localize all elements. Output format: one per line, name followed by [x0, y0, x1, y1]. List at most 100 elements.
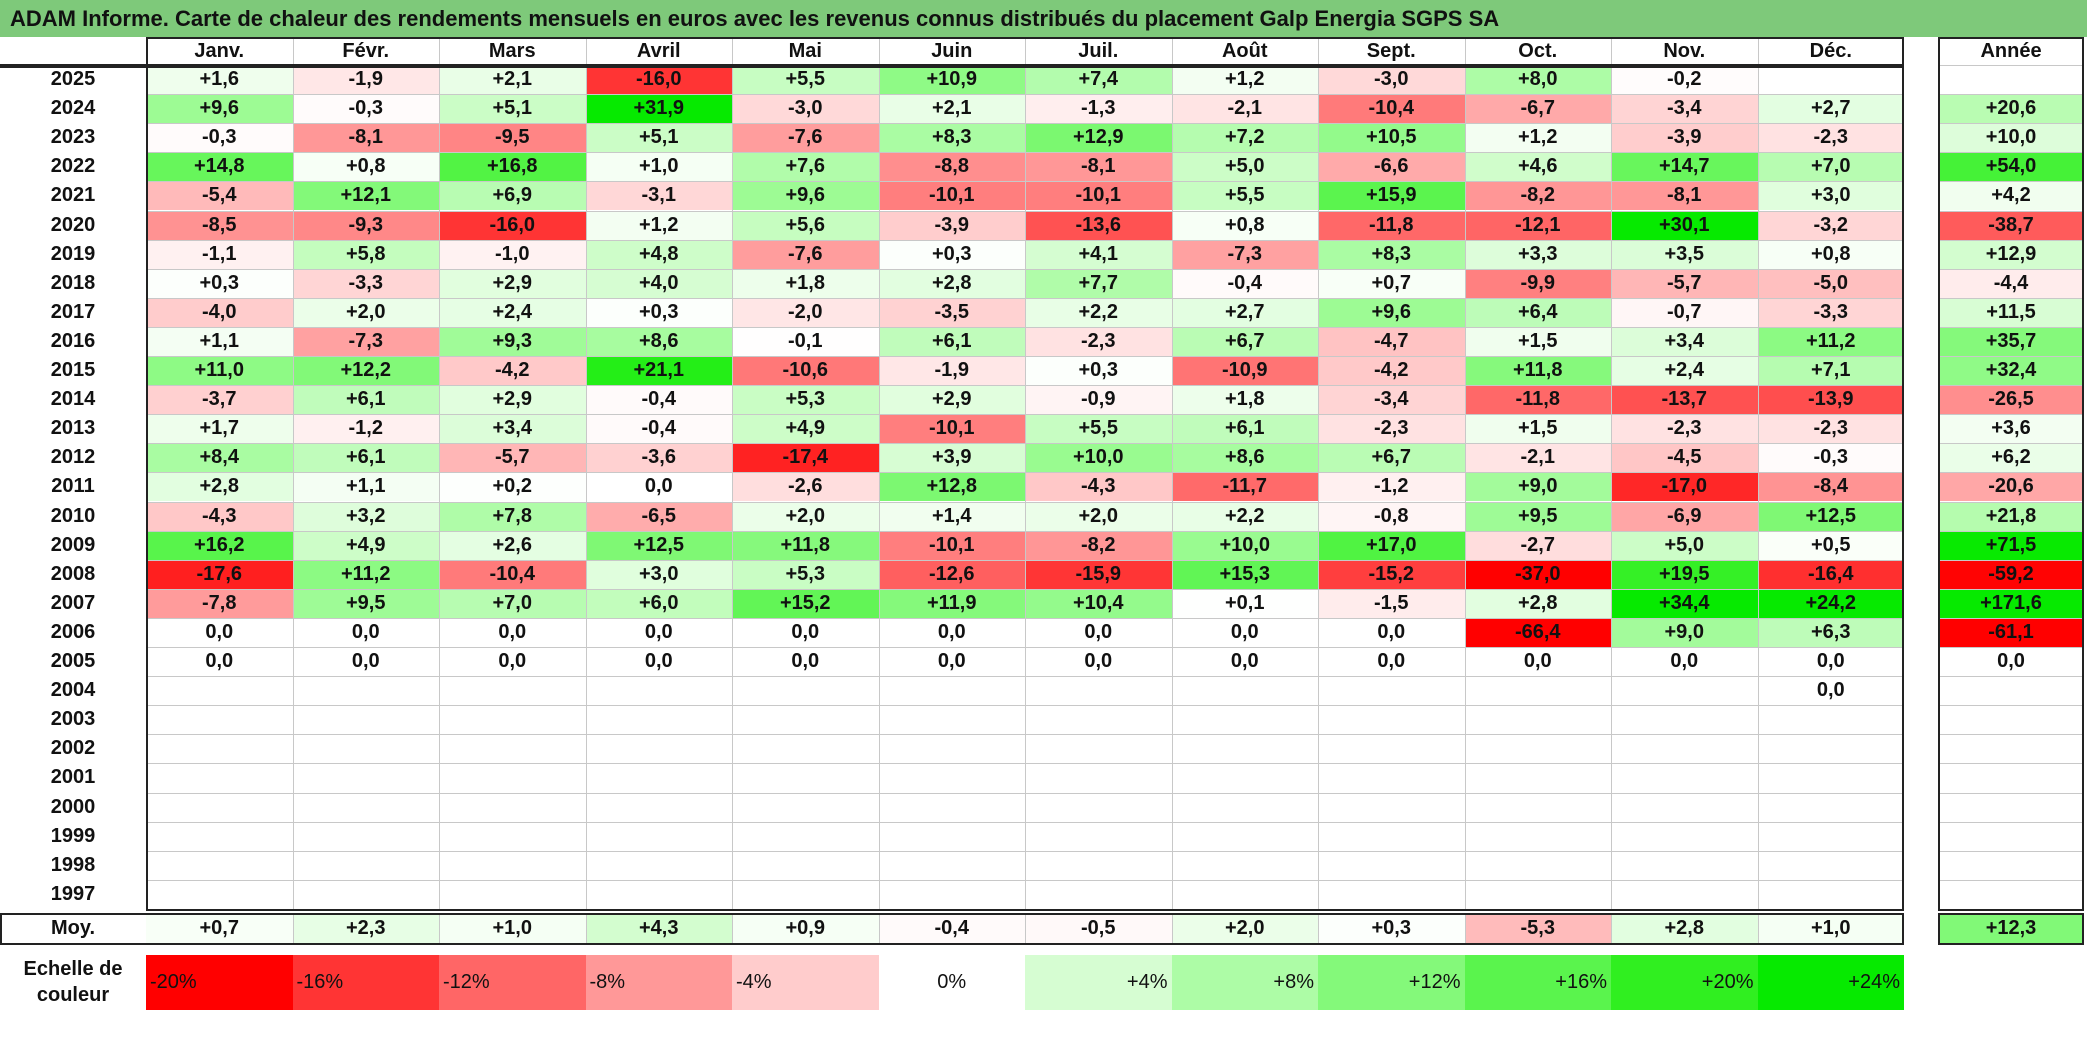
heatmap-cell: +6,1: [1171, 414, 1318, 444]
heatmap-cell: +3,3: [1464, 239, 1611, 269]
heatmap-cell: [1465, 851, 1612, 880]
heatmap-cell: [1465, 676, 1612, 705]
heatmap-cell: [1172, 705, 1319, 734]
heatmap-cell: [732, 822, 879, 851]
heatmap-cell: 0,0: [1757, 676, 1904, 706]
heatmap-cell: +2,2: [1171, 501, 1318, 531]
heatmap-cell: [879, 705, 1026, 734]
grid-line: [585, 37, 587, 909]
heatmap-cell: 0,0: [1025, 647, 1172, 677]
average-annual-cell: +12,3: [1938, 912, 2084, 945]
grid-line: [1318, 37, 1319, 909]
heatmap-cell: -0,4: [1171, 268, 1318, 298]
heatmap-cell: -10,4: [439, 559, 586, 589]
heatmap-cell: +5,8: [292, 239, 439, 269]
row-year-label: 2007: [50, 591, 96, 614]
grid-line: [1938, 443, 2084, 445]
heatmap-cell: -1,0: [439, 239, 586, 269]
heatmap-cell: +5,3: [732, 559, 879, 589]
heatmap-cell: [439, 793, 586, 822]
heatmap-cell: -8,1: [1025, 152, 1172, 182]
heatmap-cell: -2,7: [1464, 530, 1611, 560]
row-year-label: 1999: [50, 824, 96, 847]
grid-line: [585, 912, 587, 945]
heatmap-cell: +1,8: [732, 268, 879, 298]
heatmap-cell: -17,6: [146, 559, 293, 589]
average-cell: +2,0: [1171, 912, 1318, 945]
heatmap-cell: +1,7: [146, 414, 293, 444]
heatmap-cell: +34,4: [1611, 588, 1758, 618]
heatmap-cell: +2,9: [439, 385, 586, 415]
heatmap-cell: [439, 851, 586, 880]
heatmap-cell: -12,6: [878, 559, 1025, 589]
heatmap-cell: -5,0: [1757, 268, 1904, 298]
grid-line: [1938, 297, 2084, 299]
grid-line: [1938, 908, 2084, 910]
heatmap-cell: -9,9: [1464, 268, 1611, 298]
average-cell: +0,7: [146, 912, 293, 945]
heatmap-cell: -6,7: [1464, 94, 1611, 124]
heatmap-cell: +3,4: [1611, 326, 1758, 356]
heatmap-cell: [1611, 705, 1758, 734]
color-scale-step: +4%: [1025, 954, 1172, 1010]
heatmap-cell: +14,8: [146, 152, 293, 182]
heatmap-cell: -8,1: [1611, 181, 1758, 211]
grid-line: [1938, 210, 2084, 212]
heatmap-cell: +1,4: [878, 501, 1025, 531]
heatmap-cell: +2,8: [1464, 588, 1611, 618]
heatmap-cell: 0,0: [292, 617, 439, 647]
heatmap-cell: +2,7: [1171, 297, 1318, 327]
heatmap-cell: +0,3: [585, 297, 732, 327]
heatmap-cell: [439, 763, 586, 792]
row-year-label: 2010: [50, 504, 96, 527]
heatmap-cell: +2,1: [878, 94, 1025, 124]
heatmap-cell: [1758, 822, 1905, 851]
heatmap-cell: +0,3: [146, 268, 293, 298]
heatmap-cell: +0,2: [439, 472, 586, 502]
heatmap-cell: +5,3: [732, 385, 879, 415]
heatmap-cell: -2,3: [1611, 414, 1758, 444]
heatmap-cell: +5,0: [1611, 530, 1758, 560]
heatmap-cell: +0,3: [878, 239, 1025, 269]
heatmap-cell: +1,2: [585, 210, 732, 240]
heatmap-cell: -1,5: [1318, 588, 1465, 618]
heatmap-cell: +7,8: [439, 501, 586, 531]
grid-line: [1171, 37, 1173, 909]
heatmap-cell: -3,4: [1611, 94, 1758, 124]
average-cell: -0,5: [1025, 912, 1172, 945]
heatmap-cell: [146, 734, 293, 763]
heatmap-cell: [879, 763, 1026, 792]
heatmap-cell: -0,3: [146, 123, 293, 153]
heatmap-cell: -1,9: [292, 65, 439, 95]
heatmap-cell: -4,5: [1611, 443, 1758, 473]
annual-cell: +21,8: [1938, 501, 2084, 531]
heatmap-cell: -2,3: [1757, 123, 1904, 153]
heatmap-cell: +9,3: [439, 326, 586, 356]
heatmap-cell: +12,2: [292, 356, 439, 386]
heatmap-cell: -1,9: [878, 356, 1025, 386]
color-scale-step: +20%: [1611, 954, 1758, 1010]
heatmap-cell: -8,2: [1464, 181, 1611, 211]
heatmap-cell: [1025, 851, 1172, 880]
heatmap-cell: +6,1: [292, 443, 439, 473]
annual-cell: +54,0: [1938, 152, 2084, 182]
annual-cell: +4,2: [1938, 181, 2084, 211]
color-scale-step: +24%: [1757, 954, 1904, 1010]
heatmap-cell: -1,1: [146, 239, 293, 269]
heatmap-cell: +2,4: [439, 297, 586, 327]
heatmap-cell: [1172, 880, 1319, 909]
heatmap-cell: [586, 851, 733, 880]
heatmap-cell: +8,4: [146, 443, 293, 473]
grid-line: [1938, 792, 2084, 794]
grid-line: [1938, 94, 2084, 96]
heatmap-cell: [732, 676, 879, 705]
heatmap-cell: [439, 676, 586, 705]
row-year-label: 2003: [50, 708, 96, 731]
heatmap-cell: [146, 793, 293, 822]
heatmap-cell: [293, 763, 440, 792]
heatmap-cell: +10,5: [1318, 123, 1465, 153]
grid-line: [1938, 65, 2084, 66]
heatmap-cell: +2,0: [732, 501, 879, 531]
heatmap-cell: +6,9: [439, 181, 586, 211]
grid-line: [1938, 588, 2084, 590]
